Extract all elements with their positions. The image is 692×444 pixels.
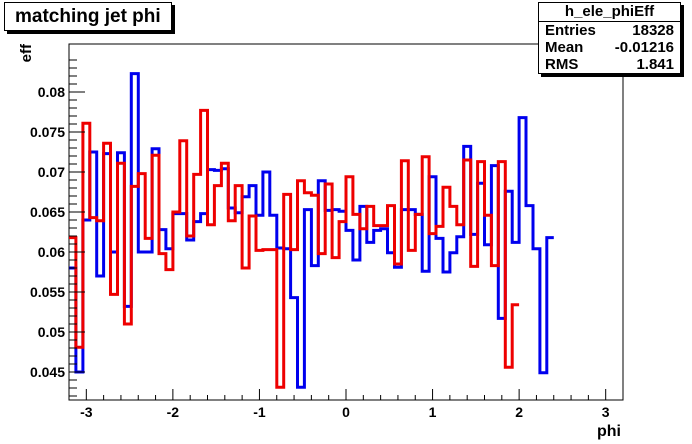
y-tick-label: 0.06	[38, 244, 65, 260]
stats-label: Entries	[545, 22, 596, 39]
x-tick-label: 3	[602, 404, 610, 420]
stats-label: RMS	[545, 56, 579, 73]
stats-value: 1.841	[636, 56, 674, 73]
x-tick-label: -1	[253, 404, 266, 420]
x-tick-label: 2	[515, 404, 523, 420]
x-tick-label: -3	[80, 404, 93, 420]
y-tick-label: 0.065	[30, 204, 65, 220]
stats-box: h_ele_phiEff Entries 18328 Mean -0.01216…	[538, 2, 681, 74]
stats-row-entries: Entries 18328	[539, 22, 680, 39]
y-tick-label: 0.05	[38, 324, 65, 340]
y-tick-label: 0.07	[38, 164, 65, 180]
chart-title: matching jet phi	[4, 2, 172, 31]
x-tick-label: 1	[429, 404, 437, 420]
stats-label: Mean	[545, 39, 584, 56]
y-tick-label: 0.045	[30, 364, 65, 380]
stats-value: -0.01216	[614, 39, 674, 56]
y-axis-label: eff	[18, 43, 35, 62]
y-tick-label: 0.075	[30, 124, 65, 140]
stats-name: h_ele_phiEff	[539, 3, 680, 22]
x-tick-label: 0	[342, 404, 350, 420]
y-tick-label: 0.055	[30, 284, 65, 300]
stats-row-rms: RMS 1.841	[539, 56, 680, 73]
stats-value: 18328	[632, 22, 674, 39]
x-axis-label: phi	[597, 423, 621, 440]
stats-row-mean: Mean -0.01216	[539, 39, 680, 56]
x-tick-label: -2	[167, 404, 180, 420]
series-line	[69, 108, 520, 389]
y-tick-label: 0.08	[38, 84, 65, 100]
